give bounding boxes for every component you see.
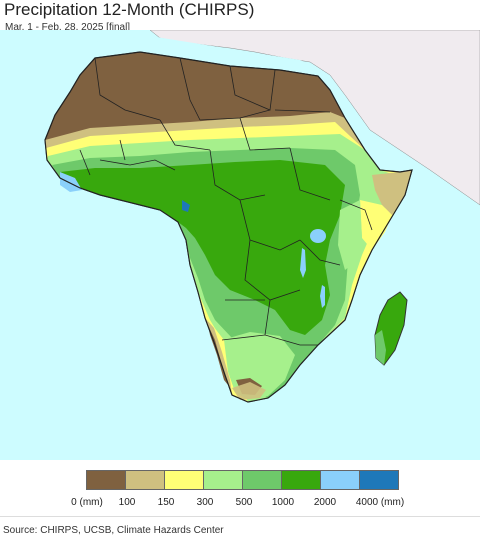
africa-coastline [44, 51, 413, 403]
legend-swatch-4 [242, 470, 282, 490]
legend-swatch-7 [359, 470, 399, 490]
legend-label-4: 500 [235, 497, 253, 508]
east-africa-light-green [338, 200, 362, 270]
legend-label-6: 2000 [313, 497, 337, 508]
legend-swatch-3 [203, 470, 243, 490]
footer-divider [0, 516, 480, 517]
legend: 0 (mm) 100 150 300 500 1000 2000 4000 (m… [0, 460, 480, 516]
legend-label-5: 1000 [271, 497, 295, 508]
legend-swatch-1 [125, 470, 165, 490]
lake-tanganyika [300, 248, 306, 278]
legend-swatch-5 [281, 470, 321, 490]
legend-label-3: 300 [196, 497, 214, 508]
horn-yellow [360, 200, 392, 250]
precipitation-map [0, 30, 480, 460]
lake-malawi [320, 285, 325, 308]
source-credit: Source: CHIRPS, UCSB, Climate Hazards Ce… [3, 525, 224, 536]
madagascar-west-dry [375, 330, 386, 365]
legend-swatches [86, 470, 399, 490]
karoo-tan [232, 382, 266, 400]
map-subtitle: Mar. 1 - Feb. 28, 2025 [final] [5, 22, 131, 33]
legend-label-2: 150 [157, 497, 175, 508]
legend-swatch-6 [320, 470, 360, 490]
map-title: Precipitation 12-Month (CHIRPS) [4, 0, 255, 19]
lake-victoria [310, 229, 326, 243]
legend-label-0: 0 (mm) [71, 497, 103, 508]
west-africa-coast-wet [60, 172, 82, 192]
tropical-forest-dark-green [60, 160, 345, 335]
country-borders [79, 57, 373, 346]
mediterranean-sea [90, 36, 325, 78]
legend-label-1: 100 [118, 497, 136, 508]
legend-label-7: 4000 (mm) [355, 497, 405, 508]
horn-tan [372, 170, 412, 215]
cameroon-coast-wet [182, 200, 190, 212]
legend-swatch-0 [86, 470, 126, 490]
legend-swatch-2 [164, 470, 204, 490]
